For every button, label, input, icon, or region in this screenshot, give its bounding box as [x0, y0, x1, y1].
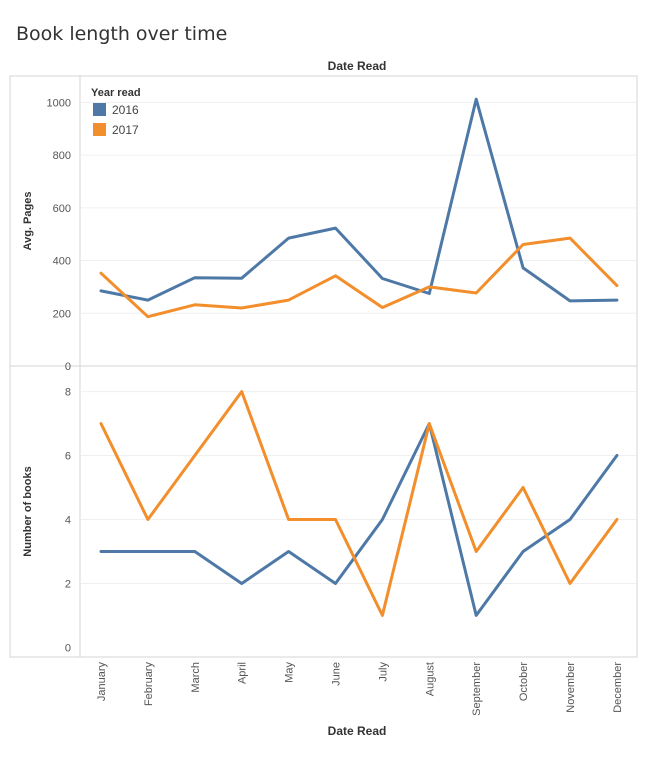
books-y-axis-label: Number of books: [22, 466, 34, 556]
top-panel-frame: [9, 75, 638, 367]
legend-title: Year read: [91, 87, 141, 99]
x-tick-label-july: July: [377, 662, 389, 682]
x-tick-label-november: November: [565, 662, 577, 713]
x-tick-label-april: April: [237, 662, 249, 684]
legend-label-2017: 2017: [112, 123, 139, 137]
x-tick-label-october: October: [518, 662, 530, 701]
legend: Year read 2016 2017: [91, 87, 141, 137]
avg-pages-y-tick-label: 400: [53, 256, 71, 268]
x-tick-label-september: September: [471, 662, 483, 716]
avg-pages-y-axis-label: Avg. Pages: [22, 192, 34, 251]
x-tick-label-may: May: [284, 662, 296, 683]
books-y-tick-label: 4: [65, 514, 71, 526]
x-tick-label-august: August: [424, 662, 436, 696]
x-tick-label-december: December: [612, 662, 624, 713]
books-y-tick-label: 0: [65, 642, 71, 654]
x-axis-label: Date Read: [328, 724, 387, 738]
chart-title: Book length over time: [16, 23, 227, 45]
books-y-tick-label: 8: [65, 387, 71, 399]
avg-pages-series-2016-line: [99, 97, 619, 303]
avg-pages-y-tick-label: 600: [53, 203, 71, 215]
x-tick-label-january: January: [96, 662, 108, 702]
avg-pages-panel: 0 200 400 600 800 1000 Avg. Pages: [22, 97, 636, 373]
avg-pages-series-2017-line: [99, 236, 619, 319]
avg-pages-y-tick-label: 200: [53, 308, 71, 320]
month-axis: January February March April May June July Augu…: [96, 662, 624, 716]
avg-pages-y-tick-label: 1000: [47, 97, 71, 109]
books-y-tick-label: 2: [65, 578, 71, 590]
number-of-books-panel: 0 2 4 6 8 Number of books: [22, 387, 636, 654]
books-y-tick-label: 6: [65, 451, 71, 463]
legend-label-2016: 2016: [112, 103, 139, 117]
avg-pages-y-tick-label: 0: [65, 361, 71, 373]
column-header: Date Read: [328, 59, 387, 73]
legend-swatch-2016: [93, 103, 106, 116]
avg-pages-y-tick-label: 800: [53, 150, 71, 162]
x-tick-label-february: February: [143, 662, 155, 707]
books-series-2017-line: [99, 390, 619, 617]
x-tick-label-june: June: [331, 662, 343, 686]
bottom-panel-frame: [9, 365, 638, 658]
books-series-2016-line: [99, 422, 619, 617]
x-tick-label-march: March: [190, 662, 202, 693]
legend-swatch-2017: [93, 123, 106, 136]
